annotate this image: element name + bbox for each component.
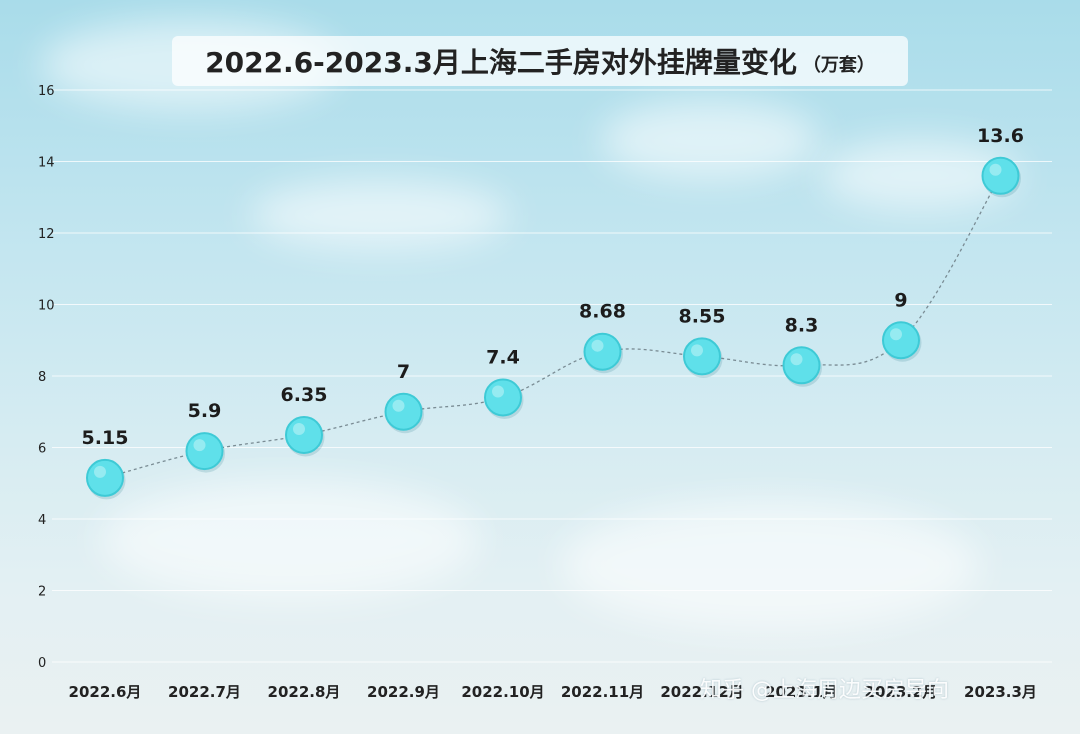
- x-tick-label: 2022.6月: [69, 683, 142, 701]
- data-label: 8.55: [679, 305, 726, 327]
- data-label: 9: [894, 289, 907, 311]
- data-point: [782, 346, 821, 385]
- x-tick-label: 2023.1月: [765, 683, 838, 701]
- y-tick-label: 0: [38, 656, 46, 671]
- series-line: [104, 175, 1002, 479]
- chart-unit: （万套）: [802, 55, 875, 76]
- y-tick-label: 2: [38, 585, 46, 600]
- data-point-highlight: [392, 399, 405, 412]
- data-point-highlight: [591, 339, 604, 352]
- data-point-highlight: [890, 328, 902, 341]
- x-axis: 2022.6月 2022.7月 2022.8月 2022.9月 2022.10月 2022…: [69, 683, 1037, 701]
- data-label: 7.4: [486, 346, 520, 368]
- data-label: 5.9: [188, 400, 222, 422]
- cloud-decoration: [560, 500, 980, 630]
- data-labels: 5.15 5.9 6.35 7 7.4 8.68 8.55 8.3 9 13.6: [82, 125, 1024, 449]
- data-point: [981, 156, 1020, 195]
- x-tick-label: 2022.11月: [561, 683, 644, 701]
- data-point: [86, 458, 124, 497]
- y-tick-label: 14: [38, 156, 55, 171]
- data-label: 6.35: [281, 384, 328, 406]
- data-point-highlight: [790, 353, 803, 366]
- cloud-decoration: [600, 100, 820, 180]
- y-tick-label: 6: [38, 442, 46, 457]
- data-label: 8.68: [579, 301, 626, 323]
- data-label: 7: [397, 361, 410, 383]
- data-point-highlight: [989, 163, 1002, 176]
- data-point: [583, 332, 622, 371]
- cloud-decoration: [100, 480, 480, 600]
- data-label: 13.6: [977, 125, 1024, 147]
- x-tick-label: 2022.7月: [168, 683, 241, 701]
- data-point-highlight: [94, 465, 106, 478]
- data-label: 5.15: [82, 427, 129, 449]
- watermark-text: 知乎 @上海周边买房导向: [700, 678, 949, 703]
- data-point: [683, 337, 721, 376]
- y-tick-label: 12: [38, 227, 55, 242]
- x-tick-label: 2022.8月: [268, 683, 341, 701]
- y-tick-label: 4: [38, 513, 46, 528]
- data-points: [86, 156, 1021, 500]
- y-axis: 0 2 4 6 8 10 12 14 16: [38, 84, 55, 671]
- data-point: [185, 432, 224, 471]
- y-tick-label: 10: [38, 299, 55, 314]
- y-tick-label: 8: [38, 370, 46, 385]
- data-point-highlight: [193, 439, 206, 452]
- data-point: [285, 415, 323, 454]
- x-tick-label: 2022.9月: [367, 683, 440, 701]
- grid-lines: [52, 89, 1052, 663]
- data-point: [882, 321, 920, 360]
- x-tick-label: 2022.12月: [660, 683, 743, 701]
- x-tick-label: 2023.3月: [964, 683, 1037, 701]
- x-tick-label: 2023.2月: [865, 683, 938, 701]
- data-point-highlight: [691, 344, 703, 357]
- data-point-highlight: [492, 385, 504, 398]
- data-point: [484, 378, 522, 417]
- data-point-highlight: [293, 422, 305, 435]
- data-point: [384, 392, 423, 431]
- chart-title-box: 2022.6-2023.3月上海二手房对外挂牌量变化 （万套）: [172, 36, 908, 86]
- y-tick-label: 16: [38, 84, 55, 99]
- chart-title: 2022.6-2023.3月上海二手房对外挂牌量变化: [205, 46, 797, 79]
- data-label: 8.3: [785, 314, 819, 336]
- x-tick-label: 2022.10月: [461, 683, 544, 701]
- cloud-decoration: [250, 180, 510, 250]
